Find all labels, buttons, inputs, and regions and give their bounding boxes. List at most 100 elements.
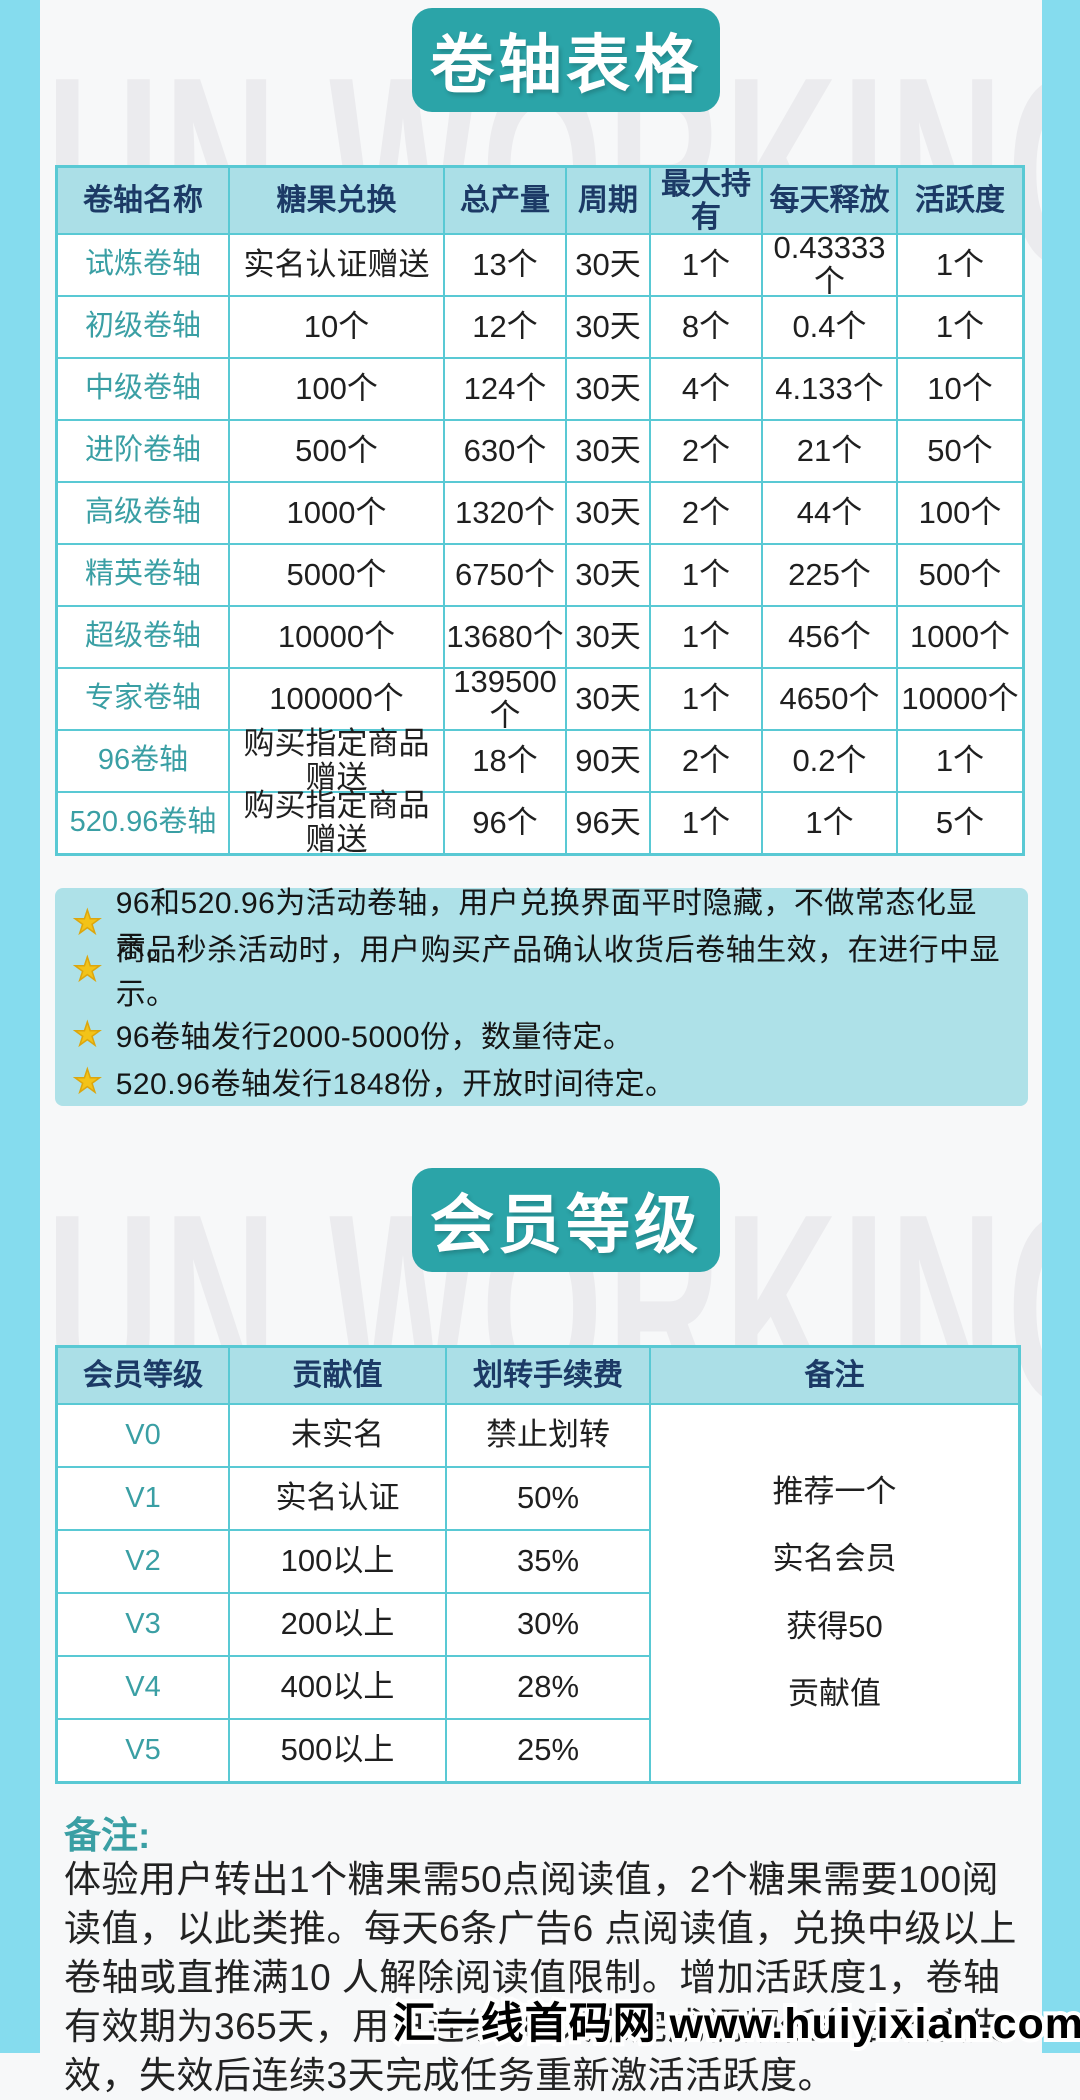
table-cell: 1320个	[445, 483, 565, 543]
table-cell-scroll-name: 高级卷轴	[58, 483, 228, 543]
footer-remark-label: 备注:	[64, 1815, 151, 1856]
star-icon: ★	[72, 903, 102, 940]
table-cell: 100000个	[230, 669, 443, 729]
notes-group-activity: ★ 96和520.96为活动卷轴，用户兑换界面平时隐藏，不做常态化显示。 ★ 商…	[72, 887, 1016, 1011]
note-text: 96和520.96为活动卷轴，用户兑换界面平时隐藏，不做常态化显示。	[115, 886, 977, 964]
table-cell-scroll-name: 专家卷轴	[58, 669, 228, 729]
table-cell: 12个	[445, 297, 565, 357]
column-header: 糖果兑换	[230, 168, 443, 233]
table-cell: 0.4个	[763, 297, 896, 357]
table-cell: 30天	[567, 421, 649, 481]
table-cell-scroll-name: 超级卷轴	[58, 607, 228, 667]
table-cell-scroll-name: 中级卷轴	[58, 359, 228, 419]
remark-line: 推荐一个	[772, 1474, 897, 1510]
section-title-membership-level: 会员等级	[412, 1168, 720, 1272]
table-cell-scroll-name: 精英卷轴	[58, 545, 228, 605]
table-cell: 1个	[898, 235, 1022, 295]
table-cell: 100以上	[230, 1531, 445, 1592]
table-cell: 21个	[763, 421, 896, 481]
table-cell: 0.43333个	[763, 230, 896, 299]
table-cell: 30天	[567, 235, 649, 295]
table-cell: 1个	[898, 731, 1022, 791]
table-cell: 139500个	[445, 664, 565, 733]
table-cell: 1个	[651, 545, 761, 605]
table-cell: 30天	[567, 545, 649, 605]
table-cell-level: V4	[58, 1657, 228, 1718]
table-cell: 100个	[898, 483, 1022, 543]
column-header: 备注	[651, 1348, 1018, 1403]
table-cell: 2个	[651, 731, 761, 791]
table-cell: 禁止划转	[447, 1405, 649, 1466]
table-cell: 35%	[447, 1531, 649, 1592]
note-line: ★ 96和520.96为活动卷轴，用户兑换界面平时隐藏，不做常态化显示。	[72, 887, 1016, 964]
table-cell-remark-merged: 推荐一个 实名会员 获得50 贡献值	[651, 1405, 1018, 1781]
table-cell: 10000个	[230, 607, 443, 667]
table-cell: 4个	[651, 359, 761, 419]
table-cell: 4.133个	[763, 359, 896, 419]
table-cell: 44个	[763, 483, 896, 543]
table-cell: 30%	[447, 1594, 649, 1655]
table-cell: 1个	[651, 793, 761, 853]
table-cell: 500个	[230, 421, 443, 481]
table-cell: 25%	[447, 1720, 649, 1781]
table-cell: 30天	[567, 669, 649, 729]
table-cell: 实名认证赠送	[230, 235, 443, 295]
table-cell-level: V5	[58, 1720, 228, 1781]
table-cell: 30天	[567, 297, 649, 357]
table-cell: 124个	[445, 359, 565, 419]
table-cell-scroll-name: 进阶卷轴	[58, 421, 228, 481]
note-line: ★ 96卷轴发行2000-5000份，数量待定。	[72, 1010, 1016, 1057]
notes-group-issue: ★ 96卷轴发行2000-5000份，数量待定。 ★ 520.96卷轴发行184…	[72, 1010, 1016, 1104]
scroll-table: 卷轴名称 糖果兑换 总产量 周期 最大持有 每天释放 活跃度 试炼卷轴 实名认证…	[55, 165, 1025, 857]
table-cell-level: V3	[58, 1594, 228, 1655]
membership-table: 会员等级 贡献值 划转手续费 备注 推荐一个 实名会员 获得50 贡献值 V0 …	[55, 1345, 1021, 1784]
table-cell: 13680个	[445, 607, 565, 667]
column-header: 活跃度	[898, 168, 1022, 233]
table-cell: 30天	[567, 483, 649, 543]
table-cell: 6750个	[445, 545, 565, 605]
table-cell-level: V0	[58, 1405, 228, 1466]
table-cell: 50个	[898, 421, 1022, 481]
table-cell-scroll-name: 520.96卷轴	[58, 793, 228, 853]
table-cell: 96个	[445, 793, 565, 853]
footer-remark-text: 体验用户转出1个糖果需50点阅读值，2个糖果需要100阅读值，以此类推。每天6条…	[64, 1859, 1017, 2096]
table-cell: 未实名	[230, 1405, 445, 1466]
table-cell: 5个	[898, 793, 1022, 853]
column-header: 会员等级	[58, 1348, 228, 1403]
table-cell: 630个	[445, 421, 565, 481]
table-cell: 1个	[898, 297, 1022, 357]
table-cell: 1个	[651, 607, 761, 667]
note-text: 商品秒杀活动时，用户购买产品确认收货后卷轴生效，在进行中显示。	[115, 933, 1001, 1011]
table-cell: 10000个	[898, 669, 1022, 729]
table-cell: 1000个	[898, 607, 1022, 667]
table-cell: 200以上	[230, 1594, 445, 1655]
table-cell: 2个	[651, 421, 761, 481]
table-cell: 100个	[230, 359, 443, 419]
table-cell-level: V1	[58, 1468, 228, 1529]
table-cell-scroll-name: 初级卷轴	[58, 297, 228, 357]
note-text: 96卷轴发行2000-5000份，数量待定。	[115, 1020, 634, 1054]
table-cell: 2个	[651, 483, 761, 543]
column-header: 周期	[567, 168, 649, 233]
note-line: ★ 商品秒杀活动时，用户购买产品确认收货后卷轴生效，在进行中显示。	[72, 934, 1016, 1011]
column-header: 最大持有	[651, 168, 761, 234]
table-cell: 10个	[898, 359, 1022, 419]
column-header: 贡献值	[230, 1348, 445, 1403]
table-cell: 90天	[567, 731, 649, 791]
table-cell: 8个	[651, 297, 761, 357]
remark-line: 实名会员	[772, 1541, 897, 1577]
table-cell: 456个	[763, 607, 896, 667]
table-cell-scroll-name: 试炼卷轴	[58, 235, 228, 295]
table-cell: 10个	[230, 297, 443, 357]
table-cell: 1个	[651, 235, 761, 295]
star-icon: ★	[72, 950, 102, 987]
table-cell: 28%	[447, 1657, 649, 1718]
table-cell: 30天	[567, 359, 649, 419]
table-cell: 13个	[445, 235, 565, 295]
note-text: 520.96卷轴发行1848份，开放时间待定。	[115, 1067, 676, 1101]
frame-strip-left	[0, 0, 40, 2053]
table-cell: 400以上	[230, 1657, 445, 1718]
table-cell: 购买指定商品赠送	[230, 788, 443, 857]
frame-strip-right	[1042, 0, 1080, 2053]
table-cell: 225个	[763, 545, 896, 605]
